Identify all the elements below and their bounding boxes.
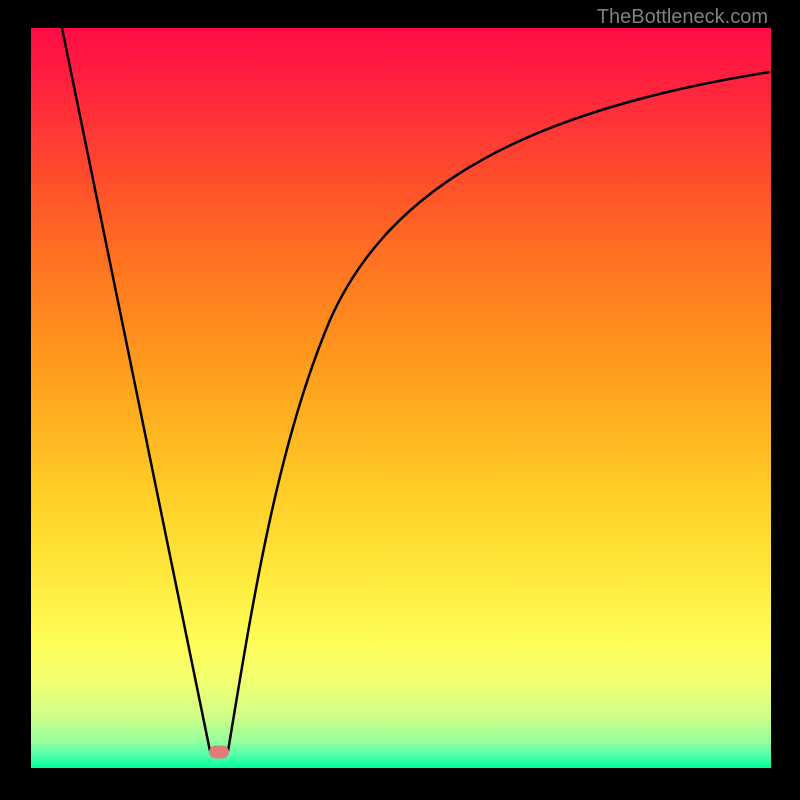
- curve-left-branch: [62, 28, 210, 751]
- min-marker: [209, 746, 229, 759]
- chart-container: TheBottleneck.com: [0, 0, 800, 800]
- watermark-text: TheBottleneck.com: [597, 6, 768, 29]
- curve-overlay: [0, 0, 800, 800]
- curve-right-branch: [228, 72, 770, 751]
